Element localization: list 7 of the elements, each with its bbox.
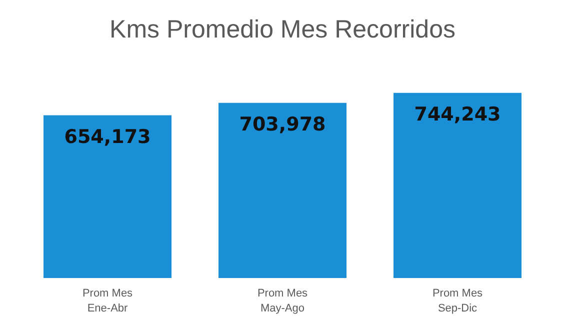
data-label: 703,978 — [239, 113, 326, 136]
chart-title: Kms Promedio Mes Recorridos — [110, 16, 456, 44]
x-tick-label: Prom Mes Ene-Abr — [82, 288, 134, 314]
x-tick-label: Prom Mes May-Ago — [257, 288, 308, 314]
x-tick-label: Prom Mes Sep-Dic — [432, 288, 484, 314]
data-label: 654,173 — [64, 126, 151, 148]
data-label: 744,243 — [414, 103, 501, 126]
